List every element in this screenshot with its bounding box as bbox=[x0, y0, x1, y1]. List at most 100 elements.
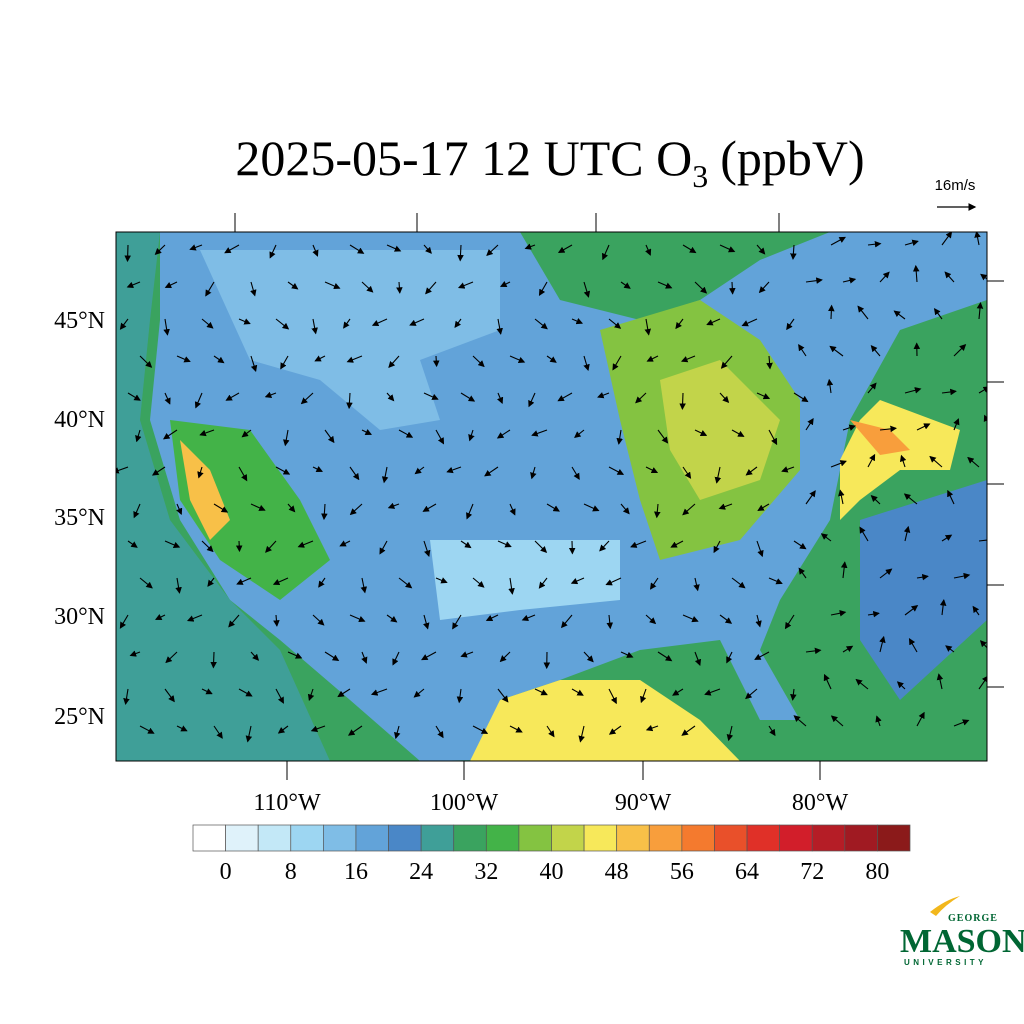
wind-arrow bbox=[324, 429, 335, 444]
wind-arrow bbox=[944, 271, 955, 283]
wind-arrow bbox=[381, 466, 389, 484]
wind-arrow bbox=[468, 429, 475, 442]
wind-arrow bbox=[784, 614, 795, 630]
wind-arrow bbox=[670, 540, 684, 548]
logo: GEORGE MASON UNIVERSITY bbox=[900, 896, 1024, 967]
lat-label: 35°N bbox=[54, 505, 105, 531]
wind-arrow bbox=[396, 281, 403, 294]
wind-arrow bbox=[830, 236, 846, 246]
wind-arrow bbox=[311, 318, 318, 335]
wind-arrow bbox=[534, 688, 548, 696]
wind-arrow bbox=[346, 355, 363, 363]
title: 2025-05-17 12 UTC O3 (ppbV) bbox=[235, 130, 864, 194]
colorbar-box bbox=[681, 824, 715, 852]
wind-arrow bbox=[904, 605, 919, 616]
lat-label: 40°N bbox=[54, 407, 105, 433]
wind-arrow bbox=[768, 429, 778, 446]
wind-arrow bbox=[805, 490, 816, 505]
wind-arrow bbox=[155, 614, 166, 620]
wind-arrow bbox=[176, 725, 188, 732]
wind-arrow bbox=[265, 540, 277, 553]
wind-arrow bbox=[983, 414, 987, 423]
wind-arrow bbox=[838, 489, 845, 505]
wind-arrow bbox=[124, 244, 131, 263]
wind-arrow bbox=[116, 466, 129, 474]
wind-arrow bbox=[361, 281, 374, 293]
wind-arrow bbox=[398, 577, 413, 589]
wind-arrow bbox=[162, 429, 178, 440]
wind-arrow bbox=[608, 466, 625, 475]
wind-arrow bbox=[435, 725, 444, 739]
colorbar-box bbox=[714, 824, 748, 852]
wind-arrow bbox=[805, 647, 822, 655]
wind-arrow bbox=[916, 711, 925, 727]
colorbar-box bbox=[811, 824, 846, 852]
wind-arrow bbox=[606, 614, 614, 630]
wind-arrow bbox=[321, 503, 328, 521]
wind-arrow bbox=[936, 673, 944, 690]
wind-arrow bbox=[446, 466, 462, 474]
wind-arrow bbox=[337, 688, 351, 698]
colorbar: 0 8 16 24 32 40 48 56 64 72 80 bbox=[192, 824, 911, 885]
wind-arrow bbox=[713, 540, 721, 554]
wind-arrow bbox=[657, 429, 669, 444]
colorbar-tick-label: 40 bbox=[540, 859, 564, 885]
wind-arrow bbox=[903, 525, 911, 542]
wind-arrows bbox=[116, 232, 1002, 743]
wind-arrow bbox=[472, 725, 489, 734]
land-field bbox=[170, 420, 330, 600]
wind-arrow bbox=[574, 429, 585, 438]
wind-arrow bbox=[726, 725, 734, 742]
wind-arrow bbox=[245, 725, 253, 743]
wind-arrow bbox=[755, 614, 762, 628]
wind-arrow bbox=[654, 503, 661, 519]
wind-arrow bbox=[496, 429, 511, 439]
wind-arrow bbox=[790, 688, 797, 701]
wind-arrow bbox=[718, 503, 733, 510]
wind-arrow bbox=[870, 495, 881, 505]
wind-arrow bbox=[241, 429, 252, 438]
wind-arrow bbox=[657, 281, 673, 289]
wind-arrow bbox=[904, 387, 922, 394]
wind-arrow bbox=[546, 355, 557, 363]
wind-arrow bbox=[953, 418, 960, 431]
wind-arrow bbox=[823, 673, 832, 690]
ocean-field bbox=[850, 420, 910, 455]
wind-arrow bbox=[842, 277, 857, 284]
wind-arrow bbox=[275, 688, 284, 704]
wind-arrow bbox=[870, 345, 881, 357]
wind-arrow bbox=[781, 466, 795, 473]
wind-arrow bbox=[273, 614, 280, 627]
ocean-field bbox=[860, 480, 987, 700]
wind-arrow bbox=[457, 244, 464, 262]
wind-arrow bbox=[741, 318, 758, 327]
wind-arrow bbox=[758, 281, 770, 294]
wind-arrow bbox=[228, 614, 240, 628]
wind-arrow bbox=[571, 318, 584, 325]
colorbar-tick-label: 32 bbox=[474, 859, 498, 885]
lon-label: 90°W bbox=[615, 790, 672, 816]
wind-arrow bbox=[139, 725, 155, 734]
wind-arrow bbox=[682, 244, 697, 254]
wind-arrow bbox=[829, 345, 844, 357]
colorbar-tick-label: 24 bbox=[409, 859, 433, 885]
colorbar-box bbox=[257, 824, 292, 852]
wind-arrow bbox=[165, 651, 178, 664]
logo-line1: GEORGE bbox=[948, 913, 998, 924]
wind-arrow bbox=[867, 382, 877, 394]
colorbar-tick-label: 56 bbox=[670, 859, 694, 885]
wind-arrow bbox=[967, 456, 980, 468]
wind-arrow bbox=[524, 243, 536, 250]
wind-arrow bbox=[899, 454, 907, 468]
wind-arrow bbox=[991, 568, 1002, 578]
wind-arrow bbox=[805, 417, 814, 431]
wind-arrow bbox=[343, 318, 351, 329]
wind-arrow bbox=[466, 503, 474, 520]
wind-arrow bbox=[199, 429, 215, 437]
wind-arrow bbox=[422, 503, 437, 512]
wind-arrow bbox=[460, 540, 472, 549]
wind-arrow bbox=[682, 614, 699, 623]
wind-arrow bbox=[176, 503, 183, 516]
colorbar-tick-label: 16 bbox=[344, 859, 368, 885]
wind-arrow bbox=[457, 281, 474, 289]
